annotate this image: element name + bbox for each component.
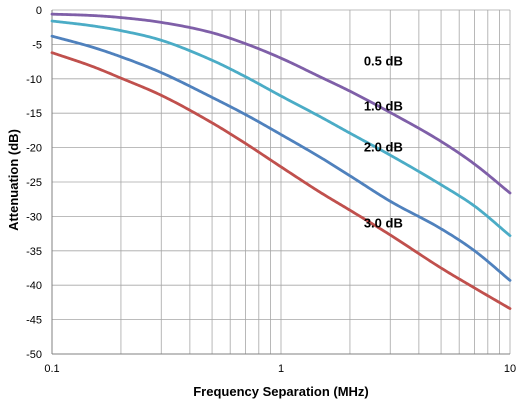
y-tick-label: -5 bbox=[32, 39, 42, 51]
y-tick-label: -45 bbox=[26, 315, 42, 327]
y-tick-label: -50 bbox=[26, 349, 42, 361]
x-tick-label: 10 bbox=[504, 363, 516, 375]
series-annotation-0: 0.5 dB bbox=[364, 54, 403, 69]
y-tick-label: -25 bbox=[26, 177, 42, 189]
y-tick-label: -20 bbox=[26, 143, 42, 155]
series-line-0 bbox=[50, 12, 512, 195]
grid-lines bbox=[51, 9, 511, 355]
y-tick-label: -35 bbox=[26, 246, 42, 258]
y-tick-label: 0 bbox=[36, 5, 42, 17]
y-axis-title: Attenuation (dB) bbox=[6, 129, 21, 231]
x-tick-label: 0.1 bbox=[44, 363, 59, 375]
y-tick-labels: 0 -5 -10 -15 -20 -25 -30 -35 -40 -45 -50 bbox=[26, 5, 42, 361]
y-tick-label: -30 bbox=[26, 211, 42, 223]
series-annotations: 0.5 dB 1.0 dB 2.0 dB 3.0 dB bbox=[364, 54, 403, 231]
x-axis-title: Frequency Separation (MHz) bbox=[193, 384, 369, 399]
y-tick-label: -15 bbox=[26, 108, 42, 120]
x-tick-labels: 0.1 1 10 bbox=[44, 363, 516, 375]
series-annotation-2: 2.0 dB bbox=[364, 140, 403, 155]
y-tick-label: -40 bbox=[26, 280, 42, 292]
series-line-1 bbox=[50, 19, 512, 238]
series-line-3 bbox=[50, 51, 512, 310]
series-lines bbox=[50, 12, 512, 310]
x-tick-label: 1 bbox=[278, 363, 284, 375]
y-tick-label: -10 bbox=[26, 74, 42, 86]
series-line-2 bbox=[50, 34, 512, 282]
series-annotation-3: 3.0 dB bbox=[364, 215, 403, 230]
series-annotation-1: 1.0 dB bbox=[364, 98, 403, 113]
